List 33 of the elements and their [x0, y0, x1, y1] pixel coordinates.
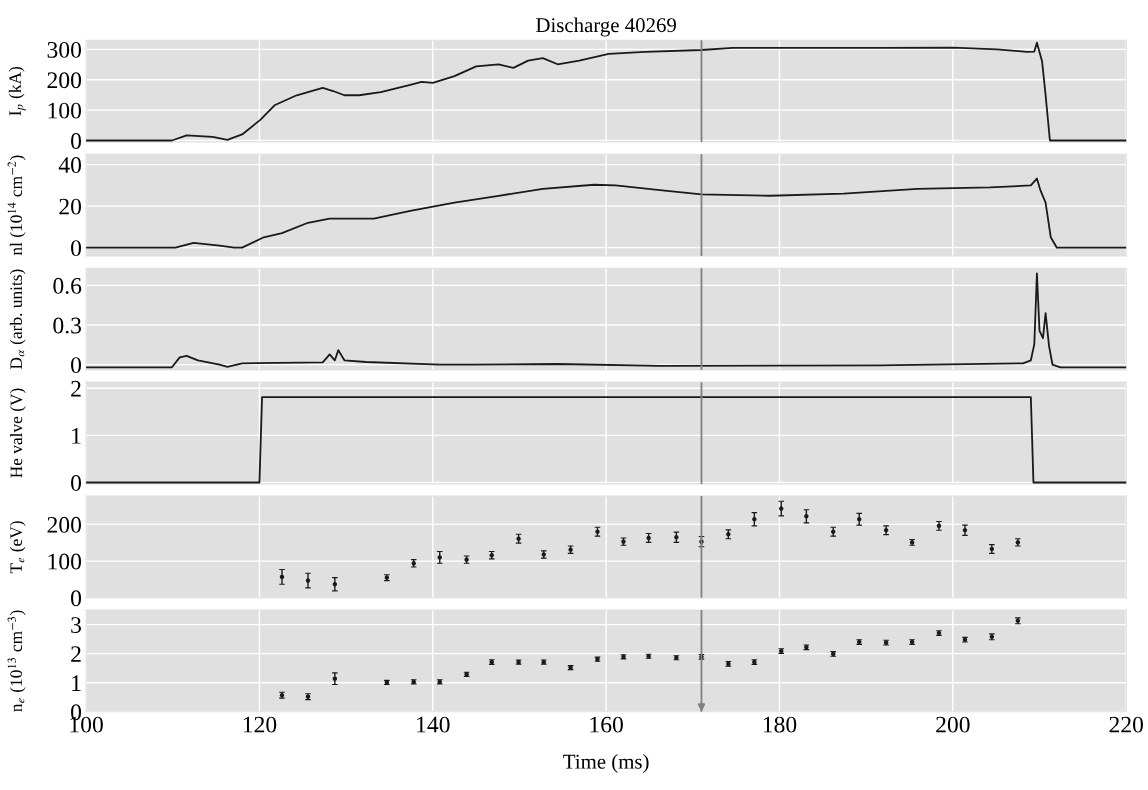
- x-tick-label: 180: [763, 716, 797, 733]
- y-tick-label: 0: [71, 240, 82, 257]
- y-tick-label: 200: [47, 72, 82, 89]
- chart-title: Discharge 40269: [536, 17, 676, 37]
- x-axis-title: Time (ms): [563, 754, 649, 773]
- y-tick-label: 0.6: [53, 277, 82, 294]
- y-tick-label: 0.3: [53, 317, 82, 334]
- y-tick-label: 100: [48, 553, 82, 570]
- x-tick-label: 120: [243, 716, 277, 733]
- y-tick-label: 300: [47, 41, 82, 58]
- y-tick-label: 0: [71, 133, 82, 149]
- y-tick-label: 200: [47, 516, 82, 533]
- y-axis-title: D$_{α}$ (arb. units): [9, 269, 26, 369]
- y-tick-label: 40: [58, 157, 82, 174]
- y-axis-title: I$_{p}$ (kA): [8, 66, 26, 116]
- y-tick-label: 0: [71, 590, 82, 607]
- y-axis-title: T$_{e}$ (eV): [9, 521, 26, 574]
- y-axis-title: nl (10$^{14}$ cm$^{−2}$): [7, 155, 26, 256]
- y-tick-label: 1: [72, 675, 81, 691]
- y-axis-title: n$_{e}$ (10$^{13}$ cm$^{−3}$): [7, 610, 26, 712]
- y-tick-label: 0: [71, 474, 82, 491]
- y-tick-label: 2: [71, 380, 81, 397]
- x-tick-label: 160: [590, 716, 623, 733]
- x-tick-label: 140: [417, 716, 450, 733]
- y-tick-label: 3: [71, 617, 82, 634]
- y-tick-label: 20: [59, 198, 82, 215]
- x-tick-label: 220: [1109, 716, 1143, 733]
- x-tick-label: 200: [936, 716, 970, 733]
- y-tick-label: 100: [48, 102, 82, 119]
- y-tick-label: 1: [72, 427, 81, 444]
- y-tick-label: 2: [71, 646, 81, 662]
- y-tick-label: 0: [71, 357, 82, 374]
- y-axis-title: He valve (V): [10, 388, 26, 478]
